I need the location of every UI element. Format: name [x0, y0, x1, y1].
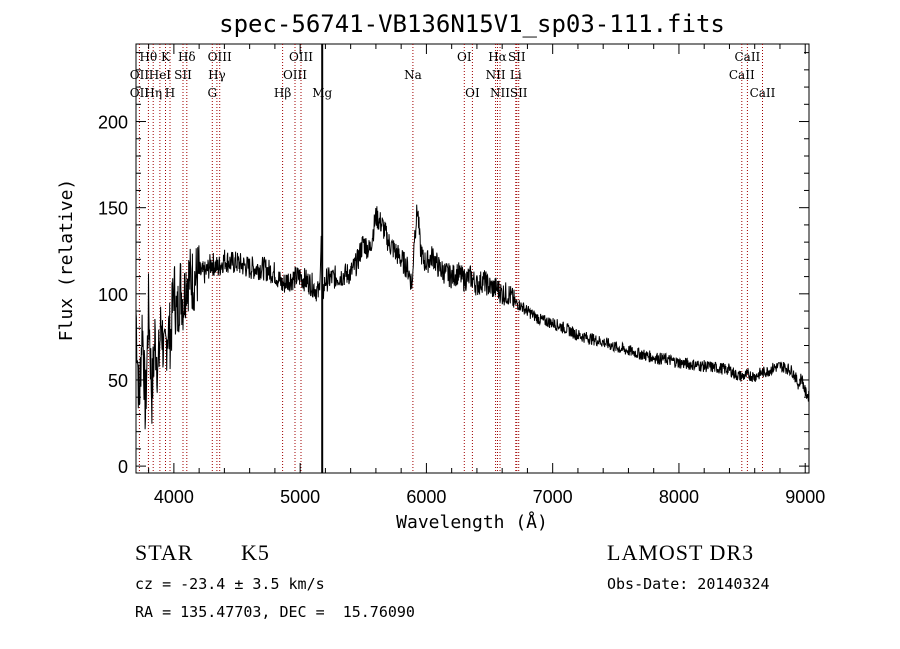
y-tick-label: 200 — [98, 113, 128, 133]
spectral-line-label: CaII — [750, 86, 776, 100]
spectral-line-label: Li — [510, 68, 522, 82]
spectral-line-label: H — [165, 86, 175, 100]
spectral-line-label: CaII — [729, 68, 755, 82]
x-tick-label: 4000 — [154, 487, 194, 507]
spectral-line-label: OIII — [208, 50, 232, 64]
survey-name: LAMOST DR3 — [607, 540, 755, 565]
chart-title: spec-56741-VB136N15V1_sp03-111.fits — [219, 10, 725, 38]
spectral-line-label: OI — [457, 50, 472, 64]
coordinates: RA = 135.47703, DEC = 15.76090 — [135, 603, 415, 621]
spectral-line-label: OI — [465, 86, 480, 100]
spectral-line-label: SII — [508, 50, 526, 64]
y-tick-label: 0 — [118, 457, 128, 477]
object-class: STAR — [135, 540, 194, 565]
y-tick-label: 100 — [98, 285, 128, 305]
x-tick-label: 5000 — [280, 487, 320, 507]
redshift-velocity: cz = -23.4 ± 3.5 km/s — [135, 575, 325, 593]
spectral-line-label: HeI — [149, 68, 172, 82]
observation-date: Obs-Date: 20140324 — [607, 575, 770, 593]
x-tick-label: 9000 — [785, 487, 825, 507]
spectral-line-label: Hα — [488, 50, 507, 64]
spectral-line-label: K — [161, 50, 171, 64]
x-tick-label: 8000 — [659, 487, 699, 507]
x-axis-label: Wavelength (Å) — [396, 511, 548, 533]
spectral-line-label: Hθ — [140, 50, 158, 64]
y-tick-label: 150 — [98, 199, 128, 219]
spectral-line-label: NII — [486, 68, 506, 82]
spectral-line-label: SII — [510, 86, 528, 100]
spectral-line-label: G — [208, 86, 218, 100]
spectral-line-label: NII — [490, 86, 510, 100]
y-tick-label: 50 — [108, 371, 128, 391]
spectral-line-label: Hβ — [274, 86, 291, 100]
x-tick-label: 7000 — [533, 487, 573, 507]
spectral-line-label: Hη — [144, 86, 162, 100]
spectral-line-label: Na — [404, 68, 422, 82]
x-tick-label: 6000 — [406, 487, 446, 507]
spectral-line-label: CaII — [734, 50, 760, 64]
spectral-line-label: Hγ — [208, 68, 226, 82]
spectral-line-label: OII — [130, 68, 150, 82]
spectrum-line — [135, 204, 810, 430]
spectral-line-label: Hδ — [178, 50, 196, 64]
spectral-line-label: SII — [174, 68, 192, 82]
object-subclass: K5 — [241, 540, 270, 565]
spectral-line-label: Mg — [312, 86, 332, 100]
spectral-line-label: OII — [130, 86, 150, 100]
y-axis-label: Flux (relative) — [56, 179, 77, 342]
spectral-line-label: OIII — [283, 68, 307, 82]
spectral-line-label: OIII — [289, 50, 313, 64]
